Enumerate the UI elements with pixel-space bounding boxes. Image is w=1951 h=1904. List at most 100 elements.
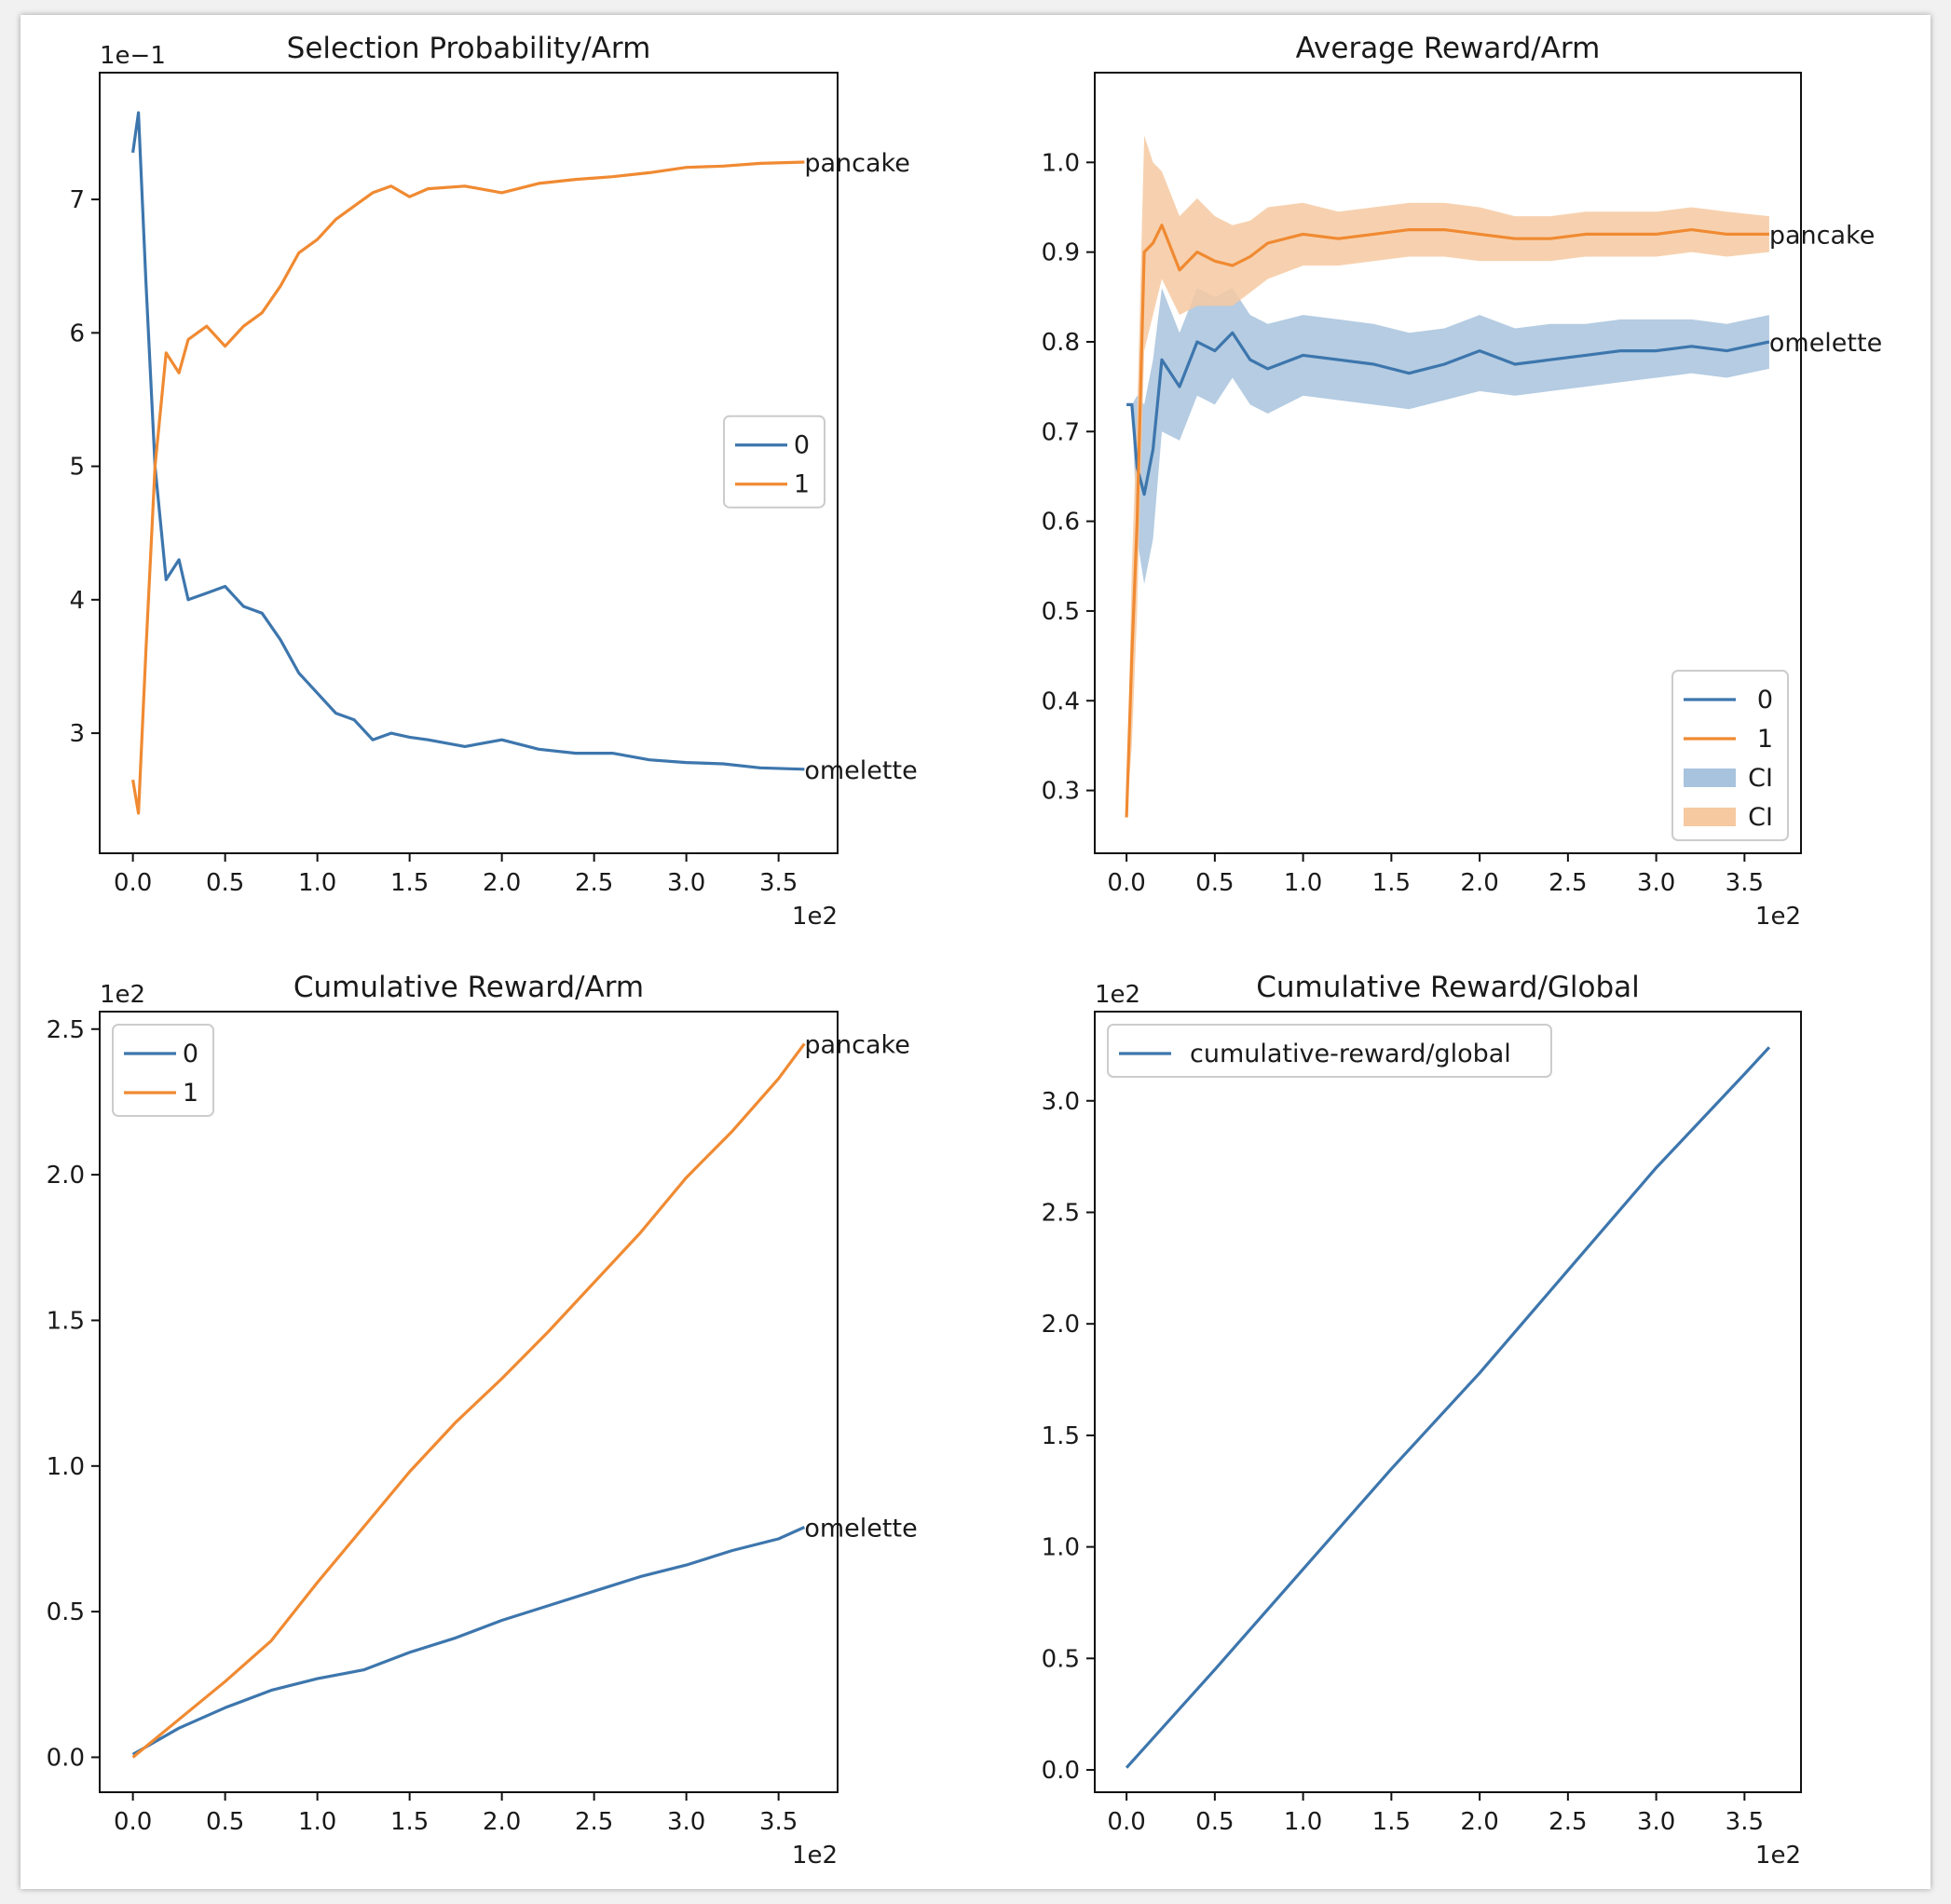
chart-grid: Selection Probability/Arm omelette pancake… [47, 32, 1883, 1870]
series-annotation: omelette [804, 756, 917, 785]
x-tick-label: 0.5 [206, 1808, 244, 1836]
chart-title: Cumulative Reward/Arm [293, 971, 644, 1004]
x-tick-label: 0.5 [1195, 1808, 1234, 1836]
chart-title: Cumulative Reward/Global [1256, 971, 1640, 1004]
y-tick-label: 2.5 [47, 1016, 85, 1044]
axes-frame [1094, 1011, 1802, 1793]
x-tick-label: 1.5 [390, 869, 429, 897]
x-tick-label: 2.5 [1549, 869, 1587, 897]
y-tick-label: 0.5 [1042, 598, 1080, 626]
x-tick-label: 1.0 [298, 1808, 336, 1836]
x-tick-label: 3.5 [759, 1808, 798, 1836]
y-tick-label: 7 [69, 186, 85, 214]
y-tick-label: 6 [69, 320, 85, 347]
legend: 01 [112, 1024, 214, 1117]
series-line-0 [131, 1526, 806, 1756]
legend: 01 [723, 415, 825, 509]
x-tick-label: 1.0 [1284, 1808, 1322, 1836]
x-offset-text: 1e2 [792, 1842, 838, 1870]
x-tick-label: 2.5 [1549, 1808, 1587, 1836]
chart-panel-4: Cumulative Reward/Global 0.0 0.5 1.0 1.5 2.0 2… [1042, 971, 1802, 1870]
series-line-0 [1126, 331, 1770, 496]
y-tick-label: 1.0 [1042, 149, 1080, 177]
y-offset-text: 1e2 [100, 981, 145, 1009]
y-tick-label: 1.5 [1042, 1422, 1080, 1450]
x-tick-label: 1.5 [1372, 1808, 1411, 1836]
x-offset-text: 1e2 [792, 903, 838, 931]
y-tick-label: 3.0 [1042, 1088, 1080, 1116]
y-tick-label: 0.9 [1042, 239, 1080, 267]
x-tick-label: 3.0 [667, 1808, 705, 1836]
x-offset-text: 1e2 [1755, 903, 1801, 931]
series-line-1 [131, 160, 805, 815]
figure: Selection Probability/Arm omelette pancake… [20, 15, 1931, 1889]
legend: 0 1 CI CI [1671, 670, 1789, 841]
series-annotation: pancake [804, 149, 909, 178]
x-tick-label: 3.0 [667, 869, 705, 897]
chart-panel-2: Average Reward/Arm omelette pancake 0.0 0.5 1… [1042, 32, 1883, 931]
legend-frame [1671, 670, 1789, 841]
y-tick-label: 2.0 [1042, 1311, 1080, 1339]
axes-frame [99, 1011, 839, 1793]
legend-label: 0 [1757, 686, 1773, 714]
x-tick-label: 0.5 [1195, 869, 1234, 897]
y-tick-label: 1.0 [47, 1453, 85, 1481]
legend-label: 1 [794, 470, 810, 499]
legend: cumulative-reward/global [1107, 1024, 1552, 1078]
x-tick-label: 3.5 [1726, 1808, 1764, 1836]
series-line-0 [131, 111, 805, 771]
chart-title: Average Reward/Arm [1296, 32, 1601, 65]
x-tick-label: 1.5 [390, 1808, 429, 1836]
series-line-1 [131, 1042, 806, 1759]
series-annotation: pancake [804, 1030, 909, 1059]
series-line-cumulative-reward/global [1125, 1046, 1771, 1769]
legend-label: 0 [794, 431, 810, 460]
legend-label: 1 [183, 1079, 198, 1108]
chart-panel-3: Cumulative Reward/Arm omelette pancake 0.0 0… [47, 971, 918, 1870]
x-tick-label: 1.0 [1284, 869, 1322, 897]
y-tick-label: 2.0 [47, 1162, 85, 1190]
x-tick-label: 0.0 [114, 869, 152, 897]
y-tick-label: 0.4 [1042, 687, 1080, 715]
y-tick-label: 0.0 [47, 1744, 85, 1772]
legend-swatch-ci [1684, 808, 1736, 826]
x-tick-label: 3.0 [1637, 869, 1675, 897]
x-tick-label: 0.0 [114, 1808, 152, 1836]
x-tick-label: 2.5 [575, 869, 613, 897]
y-tick-label: 0.6 [1042, 509, 1080, 537]
series-annotation: omelette [804, 1514, 917, 1543]
series-annotation: omelette [1769, 329, 1882, 358]
legend-label: 1 [1757, 725, 1773, 754]
x-tick-label: 2.0 [483, 869, 521, 897]
legend-swatch-ci [1684, 768, 1736, 787]
legend-label: 0 [183, 1040, 198, 1068]
y-tick-label: 0.3 [1042, 778, 1080, 806]
y-tick-label: 0.5 [1042, 1645, 1080, 1673]
y-tick-label: 5 [69, 454, 85, 482]
y-tick-label: 0.7 [1042, 418, 1080, 446]
y-tick-label: 2.5 [1042, 1199, 1080, 1227]
x-tick-label: 3.5 [759, 869, 798, 897]
y-tick-label: 3 [69, 720, 85, 748]
y-tick-label: 1.5 [47, 1307, 85, 1335]
y-tick-label: 0.5 [47, 1598, 85, 1626]
x-tick-label: 0.5 [206, 869, 244, 897]
x-tick-label: 1.0 [298, 869, 336, 897]
x-tick-label: 2.0 [483, 1808, 521, 1836]
x-tick-label: 3.5 [1726, 869, 1764, 897]
y-tick-label: 0.8 [1042, 329, 1080, 357]
x-tick-label: 2.0 [1460, 869, 1498, 897]
chart-title: Selection Probability/Arm [287, 32, 651, 65]
legend-label: CI [1748, 764, 1773, 793]
y-tick-label: 1.0 [1042, 1534, 1080, 1562]
y-tick-label: 4 [69, 587, 85, 615]
x-tick-label: 1.5 [1372, 869, 1411, 897]
legend-label: cumulative-reward/global [1190, 1040, 1511, 1068]
x-tick-label: 2.0 [1460, 1808, 1498, 1836]
series-annotation: pancake [1769, 221, 1875, 250]
x-tick-label: 0.0 [1107, 1808, 1145, 1836]
legend-label: CI [1748, 803, 1773, 832]
y-offset-text: 1e−1 [100, 42, 166, 70]
legend-frame [1107, 1024, 1552, 1078]
y-offset-text: 1e2 [1095, 981, 1140, 1009]
